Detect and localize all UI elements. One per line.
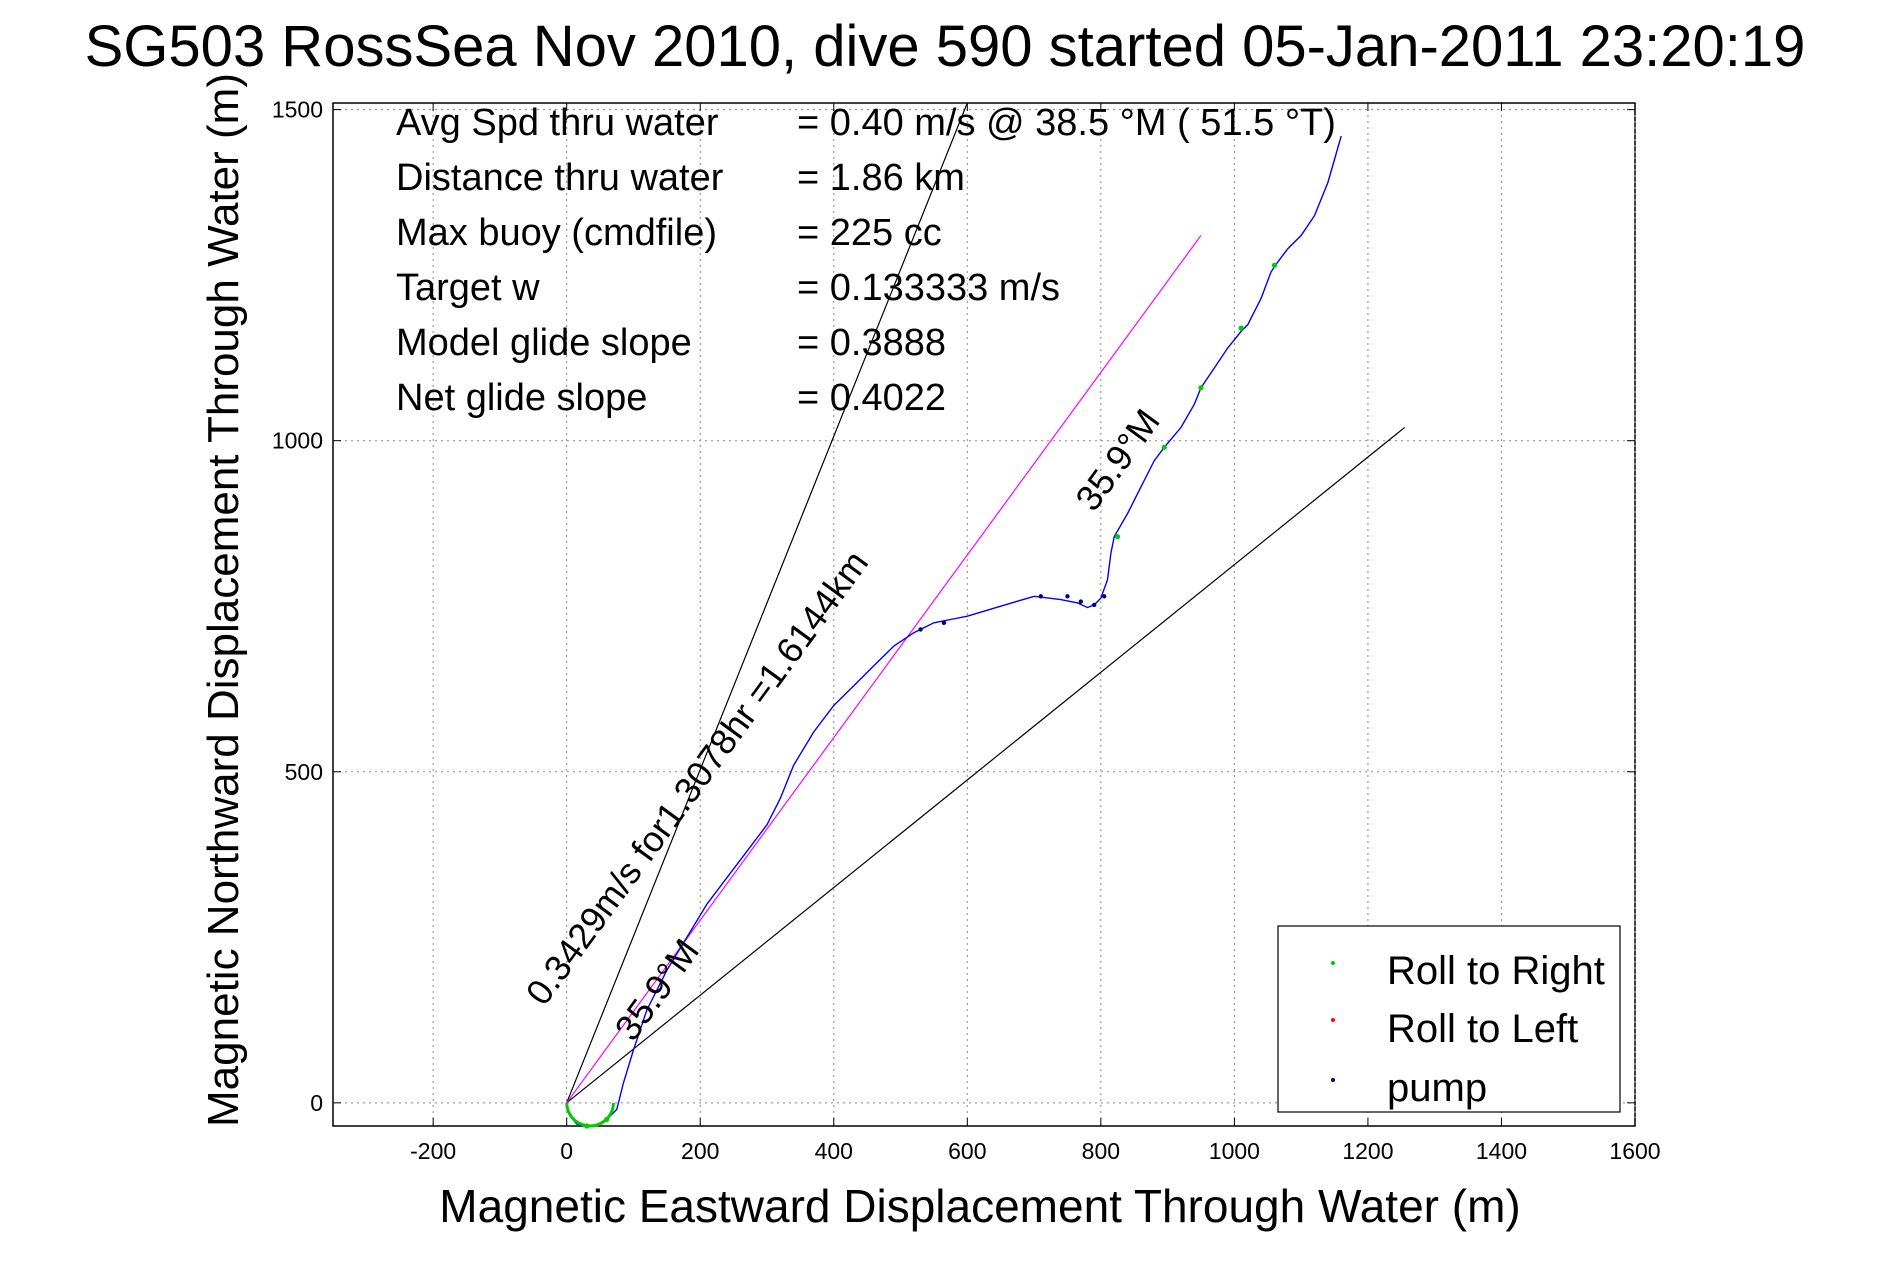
- stat-value: = 0.40 m/s @ 38.5 °M ( 51.5 °T): [797, 102, 1336, 144]
- stat-label: Target w: [396, 267, 540, 309]
- x-axis-ticks: -200 0 200 400 600 800 1000 1200 1400 1600: [410, 103, 1661, 1164]
- track-line: [566, 135, 1342, 1127]
- y-tick-label: 0: [310, 1090, 323, 1116]
- bounding-line-north: [566, 102, 968, 1104]
- stats-block: Avg Spd thru water = 0.40 m/s @ 38.5 °M (…: [396, 102, 1336, 419]
- legend-marker-pump: [1331, 1078, 1335, 1082]
- stat-value: = 0.133333 m/s: [797, 267, 1060, 309]
- roll-right-marker: [1161, 444, 1167, 450]
- legend-label-roll-left: Roll to Left: [1387, 1007, 1578, 1051]
- stat-value: = 1.86 km: [797, 157, 965, 199]
- x-tick-label: 1000: [1209, 1138, 1260, 1164]
- roll-right-marker: [604, 1116, 610, 1122]
- x-tick-label: 600: [948, 1138, 986, 1164]
- stat-value: = 0.3888: [797, 322, 946, 364]
- pump-marker: [1101, 594, 1107, 599]
- x-tick-label: -200: [410, 1138, 456, 1164]
- legend-label-pump: pump: [1387, 1066, 1487, 1110]
- heading-line: [566, 235, 1202, 1104]
- stat-value: = 0.4022: [797, 377, 946, 419]
- x-tick-label: 1400: [1476, 1138, 1527, 1164]
- track-markers: [565, 262, 1278, 1129]
- legend: Roll to Right Roll to Left pump: [1277, 925, 1621, 1113]
- x-tick-label: 800: [1082, 1138, 1120, 1164]
- y-tick-label: 500: [285, 759, 323, 785]
- pump-marker: [941, 620, 947, 625]
- roll-right-marker: [1198, 385, 1204, 391]
- stat-label: Max buoy (cmdfile): [396, 212, 717, 254]
- legend-label-roll-right: Roll to Right: [1387, 949, 1605, 993]
- stat-label: Distance thru water: [396, 157, 724, 199]
- roll-right-marker: [584, 1123, 590, 1129]
- reference-lines: [566, 102, 1406, 1104]
- pump-marker: [1091, 602, 1097, 608]
- roll-right-segment: [565, 1102, 615, 1128]
- stat-label: Avg Spd thru water: [396, 102, 719, 144]
- stat-value: = 225 cc: [797, 212, 942, 254]
- x-tick-label: 1600: [1609, 1138, 1660, 1164]
- pump-marker: [1065, 594, 1070, 599]
- roll-right-marker: [1238, 325, 1244, 331]
- chart-title: SG503 RossSea Nov 2010, dive 590 started…: [85, 14, 1806, 79]
- y-tick-label: 1000: [272, 428, 323, 454]
- y-tick-label: 1500: [272, 97, 323, 123]
- pump-marker: [1078, 599, 1084, 604]
- legend-marker-roll-left: [1331, 1018, 1335, 1022]
- x-tick-label: 400: [815, 1138, 853, 1164]
- x-tick-label: 1200: [1342, 1138, 1393, 1164]
- x-axis-label: Magnetic Eastward Displacement Through W…: [439, 1180, 1520, 1232]
- legend-marker-roll-right: [1331, 961, 1335, 965]
- stat-label: Net glide slope: [396, 377, 647, 419]
- stat-label: Model glide slope: [396, 322, 692, 364]
- roll-right-marker: [1271, 262, 1278, 268]
- y-axis-label: Magnetic Northward Displacement Through …: [199, 73, 248, 1127]
- pump-marker: [1038, 594, 1043, 599]
- x-tick-label: 0: [560, 1138, 573, 1164]
- pump-marker: [918, 627, 923, 632]
- track-series: [566, 135, 1342, 1127]
- roll-right-marker: [1114, 534, 1121, 540]
- x-tick-label: 200: [681, 1138, 719, 1164]
- bounding-line-east: [566, 426, 1406, 1104]
- legend-box: [1277, 925, 1621, 1113]
- y-axis-ticks: 0 500 1000 1500: [272, 97, 1635, 1116]
